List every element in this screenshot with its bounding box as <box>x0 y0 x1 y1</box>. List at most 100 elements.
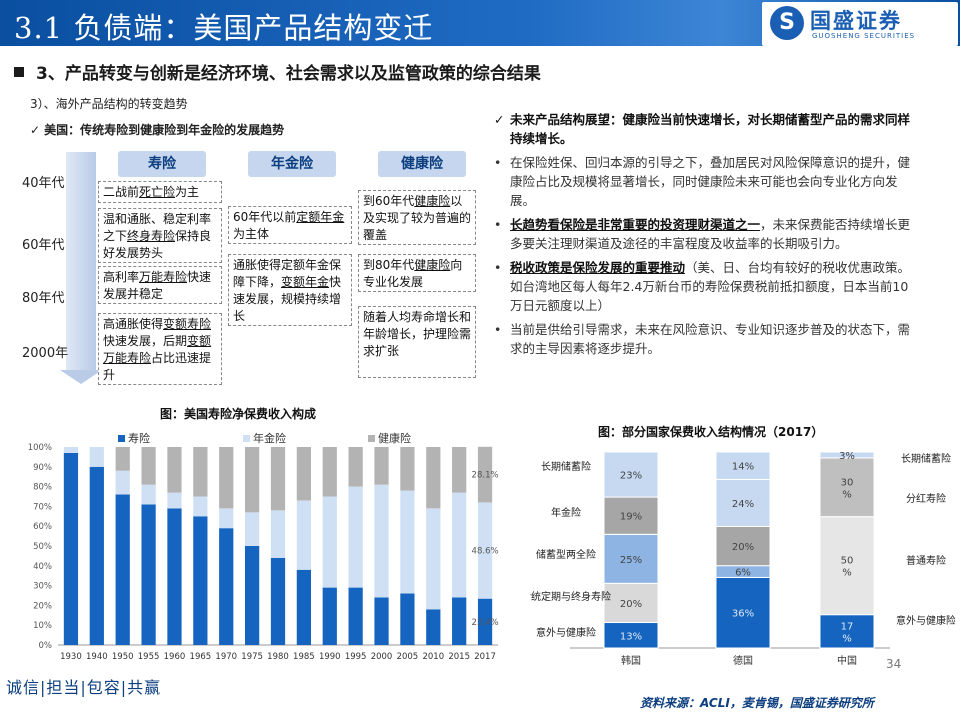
bar-segment <box>219 508 234 529</box>
bar-segment <box>322 447 337 497</box>
data-label: 20% <box>732 542 754 553</box>
company-logo: S 国盛证券 GUOSHENG SECURITIES <box>762 2 958 46</box>
legend-swatch <box>368 435 375 442</box>
bar-segment <box>322 496 337 588</box>
bar-segment <box>270 557 286 645</box>
x-tick-label: 2015 <box>448 652 470 662</box>
data-label: % <box>842 633 852 644</box>
bar-segment <box>452 492 467 598</box>
data-label: % <box>842 489 852 500</box>
y-tick-label: 60% <box>33 522 52 532</box>
bar-segment <box>819 451 875 459</box>
series-label: 储蓄型两全险 <box>536 548 596 561</box>
x-tick-label: 2000 <box>371 652 393 662</box>
column-header-health: 健康险 <box>378 151 466 177</box>
bar-segment <box>115 494 130 645</box>
x-tick-label: 1955 <box>138 652 160 662</box>
x-tick-label: 1960 <box>164 652 186 662</box>
us-premium-chart: 寿险 年金险 健康险 0% 10% 20% 30% 40% 50% 60% 70% 80% 90% 100… <box>28 431 499 662</box>
bar-segment <box>167 492 182 509</box>
bar-segment <box>115 447 130 471</box>
bar-segment <box>193 496 208 517</box>
dot-icon: • <box>494 155 502 170</box>
dot-icon: • <box>494 322 502 337</box>
dot-icon: • <box>494 260 502 275</box>
era-label: 60年代 <box>22 238 65 253</box>
era-label: 80年代 <box>22 291 65 306</box>
page-number: 34 <box>886 657 902 671</box>
bar-segment <box>603 533 659 584</box>
data-label: % <box>842 568 852 579</box>
section-title: 3、产品转变与创新是经济环境、社会需求以及监管政策的综合结果 <box>14 59 541 84</box>
x-tick-label: 1985 <box>293 652 315 662</box>
country-chart-title: 图：部分国家保费收入结构情况（2017） <box>598 425 824 439</box>
bar-segment <box>452 597 467 645</box>
bar-segment <box>603 496 659 535</box>
bullet-item: • 当前是供给引导需求，未来在风险意识、专业知识逐步普及的状态下，需求的主导因素将… <box>494 322 911 356</box>
x-tick-label: 1995 <box>345 652 367 662</box>
series-label: 意外与健康险 <box>536 626 596 639</box>
y-tick-label: 70% <box>33 502 52 512</box>
bar-segment <box>245 447 260 513</box>
trend-title: ✓ 美国：传统寿险到健康险到年金险的发展趋势 <box>30 123 285 137</box>
bar-segment <box>89 466 104 645</box>
bar-segment <box>400 593 415 645</box>
timeline-arrow <box>66 152 96 374</box>
bar-segment <box>603 582 659 624</box>
bar-segment <box>193 447 208 497</box>
data-label: 24% <box>732 499 754 510</box>
bar-segment <box>245 512 260 546</box>
square-bullet-icon <box>14 67 24 77</box>
bar-segment <box>245 546 260 645</box>
country-premium-chart: 13%20%25%19%23%韩国36%6%20%24%14%德国17%50%3… <box>530 451 955 667</box>
page-title: 3.1 负债端：美国产品结构变迁 <box>14 11 434 45</box>
column-header-annuity: 年金险 <box>248 151 336 177</box>
series-label: 长期储蓄险 <box>901 452 951 465</box>
life-box-2: 温和通胀、稳定利率之下终身寿险保持良好发展势头 <box>98 208 222 263</box>
y-tick-label: 20% <box>33 601 52 611</box>
bar-segment <box>400 490 415 594</box>
series-label: 普通寿险 <box>906 554 946 567</box>
bar-segment <box>322 587 337 645</box>
bullet-item: • 税收政策是保险发展的重要推动（美、日、台均有较好的税收优惠政策。如台湾地区每人… <box>494 260 911 313</box>
era-label: 2000年 <box>22 346 69 361</box>
y-tick-label: 10% <box>33 621 52 631</box>
timeline-arrow-head <box>60 370 102 384</box>
series-label: 分红寿险 <box>906 492 946 505</box>
bar-segment <box>193 516 208 645</box>
legend-label: 健康险 <box>378 431 411 445</box>
column-header-life: 寿险 <box>118 151 206 177</box>
series-label: 年金险 <box>551 506 581 519</box>
bar-segment <box>452 447 467 493</box>
life-box-1: 二战前死亡险为主 <box>98 181 222 203</box>
x-tick-label: 1975 <box>241 652 263 662</box>
bar-segment <box>715 478 771 527</box>
logo-mark-icon: S <box>770 6 804 40</box>
data-label: 48.6% <box>472 547 499 557</box>
data-label: 25% <box>620 555 642 566</box>
bar-segment <box>374 484 389 598</box>
bar-segment <box>374 597 389 645</box>
bar-segment <box>270 510 286 558</box>
y-tick-label: 80% <box>33 483 52 493</box>
bar-segment <box>477 502 493 599</box>
bar-segment <box>63 452 79 645</box>
series-label: 意外与健康险 <box>896 614 955 627</box>
bar-segment <box>167 447 182 493</box>
bar-segment <box>426 447 441 509</box>
x-tick-label: 中国 <box>837 654 857 667</box>
bar-segment <box>374 447 389 485</box>
bar-segment <box>296 569 311 645</box>
x-tick-label: 韩国 <box>621 654 641 667</box>
bar-segment <box>400 447 415 491</box>
bar-segment <box>348 587 363 645</box>
bar-segment <box>819 516 875 616</box>
data-label: 14% <box>732 462 754 473</box>
check-icon: ✓ <box>30 123 41 137</box>
bar-segment <box>477 598 493 645</box>
x-tick-label: 2005 <box>397 652 419 662</box>
data-label: 13% <box>620 631 642 642</box>
bar-segment <box>603 622 659 649</box>
header-bar: 3.1 负债端：美国产品结构变迁 S 国盛证券 GUOSHENG SECURIT… <box>0 0 960 46</box>
us-chart-title: 图：美国寿险净保费收入构成 <box>160 407 317 421</box>
